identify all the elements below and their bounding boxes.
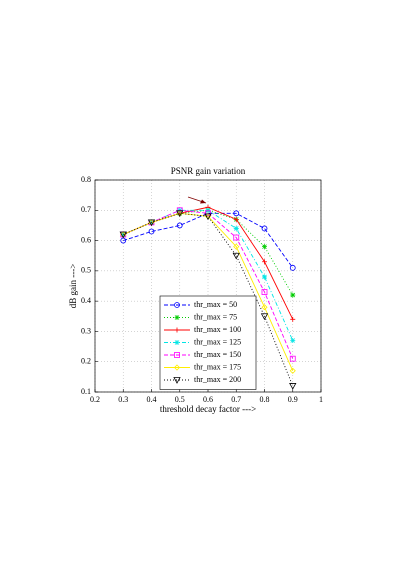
marker <box>176 222 183 229</box>
legend-label: thr_max = 75 <box>194 312 237 321</box>
marker <box>262 274 267 280</box>
marker <box>176 207 183 214</box>
y-tick-label: 0.1 <box>81 387 91 396</box>
marker <box>289 264 296 271</box>
x-tick-label: 0.8 <box>260 395 270 404</box>
marker <box>261 304 268 311</box>
x-tick-label: 0.4 <box>147 395 157 404</box>
marker <box>232 252 240 260</box>
legend-label: thr_max = 100 <box>194 325 241 334</box>
y-tick-label: 0.6 <box>81 235 91 244</box>
marker <box>233 243 240 250</box>
marker <box>233 216 239 222</box>
x-tick-label: 0.2 <box>90 395 100 404</box>
y-tick-label: 0.8 <box>81 175 91 184</box>
y-tick-label: 0.2 <box>81 357 91 366</box>
marker <box>147 219 156 227</box>
legend-marker <box>174 315 180 320</box>
legend-marker <box>173 377 181 384</box>
legend-marker <box>174 340 180 345</box>
marker <box>262 259 267 265</box>
marker <box>205 207 211 213</box>
legend-label: thr_max = 175 <box>194 362 241 371</box>
marker <box>260 313 269 321</box>
marker <box>233 210 240 217</box>
marker <box>289 383 297 390</box>
x-tick-label: 1 <box>319 395 323 404</box>
x-tick-label: 0.3 <box>118 395 128 404</box>
series-line <box>123 212 294 387</box>
legend-marker <box>174 352 180 358</box>
x-tick-label: 0.6 <box>203 395 213 404</box>
marker <box>176 210 184 218</box>
marker <box>205 210 211 217</box>
y-tick-label: 0.5 <box>81 266 91 275</box>
x-tick-label: 0.7 <box>231 395 241 404</box>
marker <box>290 292 296 298</box>
legend-label: thr_max = 125 <box>194 337 241 346</box>
marker <box>261 225 268 232</box>
marker <box>289 355 296 362</box>
x-axis-label: threshold decay factor ---> <box>160 404 256 414</box>
marker <box>262 244 267 250</box>
marker <box>233 234 240 241</box>
marker <box>261 289 268 295</box>
marker <box>148 228 155 235</box>
legend-label: thr_max = 150 <box>194 350 241 359</box>
legend-label: thr_max = 200 <box>194 375 241 384</box>
y-axis-label: dB gain ---> <box>68 264 78 309</box>
y-tick-label: 0.7 <box>81 205 91 214</box>
legend-marker <box>173 364 181 371</box>
chart-title: PSNR gain variation <box>171 166 246 176</box>
legend-marker <box>174 302 180 308</box>
marker <box>119 231 127 239</box>
marker <box>289 367 296 374</box>
x-tick-label: 0.5 <box>175 395 185 404</box>
annotation-arrowhead <box>200 199 206 204</box>
legend-label: thr_max = 50 <box>194 300 237 309</box>
marker <box>233 225 239 231</box>
marker <box>290 316 296 322</box>
legend-marker <box>174 327 180 333</box>
marker <box>204 213 212 221</box>
y-tick-label: 0.3 <box>81 326 91 335</box>
y-tick-label: 0.4 <box>81 296 91 305</box>
plot-frame <box>94 179 322 393</box>
x-tick-label: 0.9 <box>288 395 298 404</box>
marker <box>290 338 296 344</box>
